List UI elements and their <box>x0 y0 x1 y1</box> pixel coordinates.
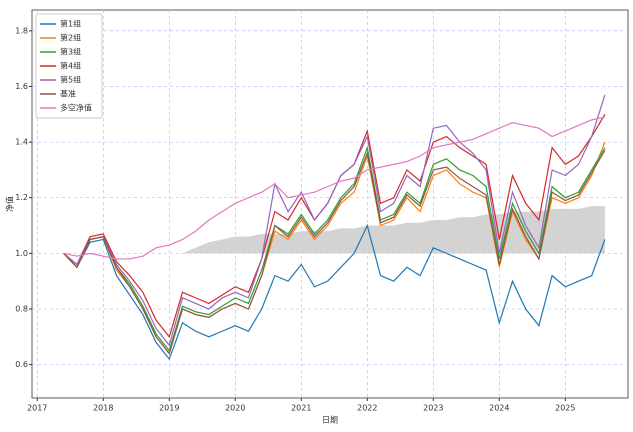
legend-label: 第1组 <box>60 19 81 29</box>
y-tick-label: 0.8 <box>15 304 28 313</box>
x-axis-label: 日期 <box>322 416 338 425</box>
legend-label: 第4组 <box>60 61 81 71</box>
y-tick-label: 0.6 <box>15 360 28 369</box>
x-tick-label: 2020 <box>225 404 245 413</box>
x-tick-label: 2024 <box>489 404 509 413</box>
x-tick-label: 2025 <box>555 404 575 413</box>
series-line <box>63 116 606 260</box>
x-tick-label: 2017 <box>27 404 47 413</box>
excess-area <box>63 206 605 254</box>
legend-label: 多空净值 <box>60 103 92 113</box>
series-line <box>63 145 606 352</box>
x-tick-label: 2021 <box>291 404 311 413</box>
legend-label: 第2组 <box>60 33 81 43</box>
x-tick-label: 2023 <box>423 404 443 413</box>
legend-label: 基准 <box>60 89 76 99</box>
x-tick-label: 2019 <box>159 404 179 413</box>
y-tick-label: 1.8 <box>15 26 28 35</box>
y-axis-label: 净值 <box>5 196 15 212</box>
legend-label: 第3组 <box>60 47 81 57</box>
y-tick-label: 1.4 <box>15 138 28 147</box>
y-tick-label: 1.6 <box>15 82 28 91</box>
x-tick-label: 2018 <box>93 404 113 413</box>
series-line <box>63 223 606 361</box>
plot-frame <box>31 9 629 399</box>
series-line <box>63 150 606 355</box>
series-line <box>63 94 606 347</box>
x-tick-label: 2022 <box>357 404 377 413</box>
y-tick-label: 1.0 <box>15 249 28 258</box>
y-tick-label: 1.2 <box>15 193 28 202</box>
legend-box <box>35 13 103 119</box>
legend-label: 第5组 <box>60 75 81 85</box>
